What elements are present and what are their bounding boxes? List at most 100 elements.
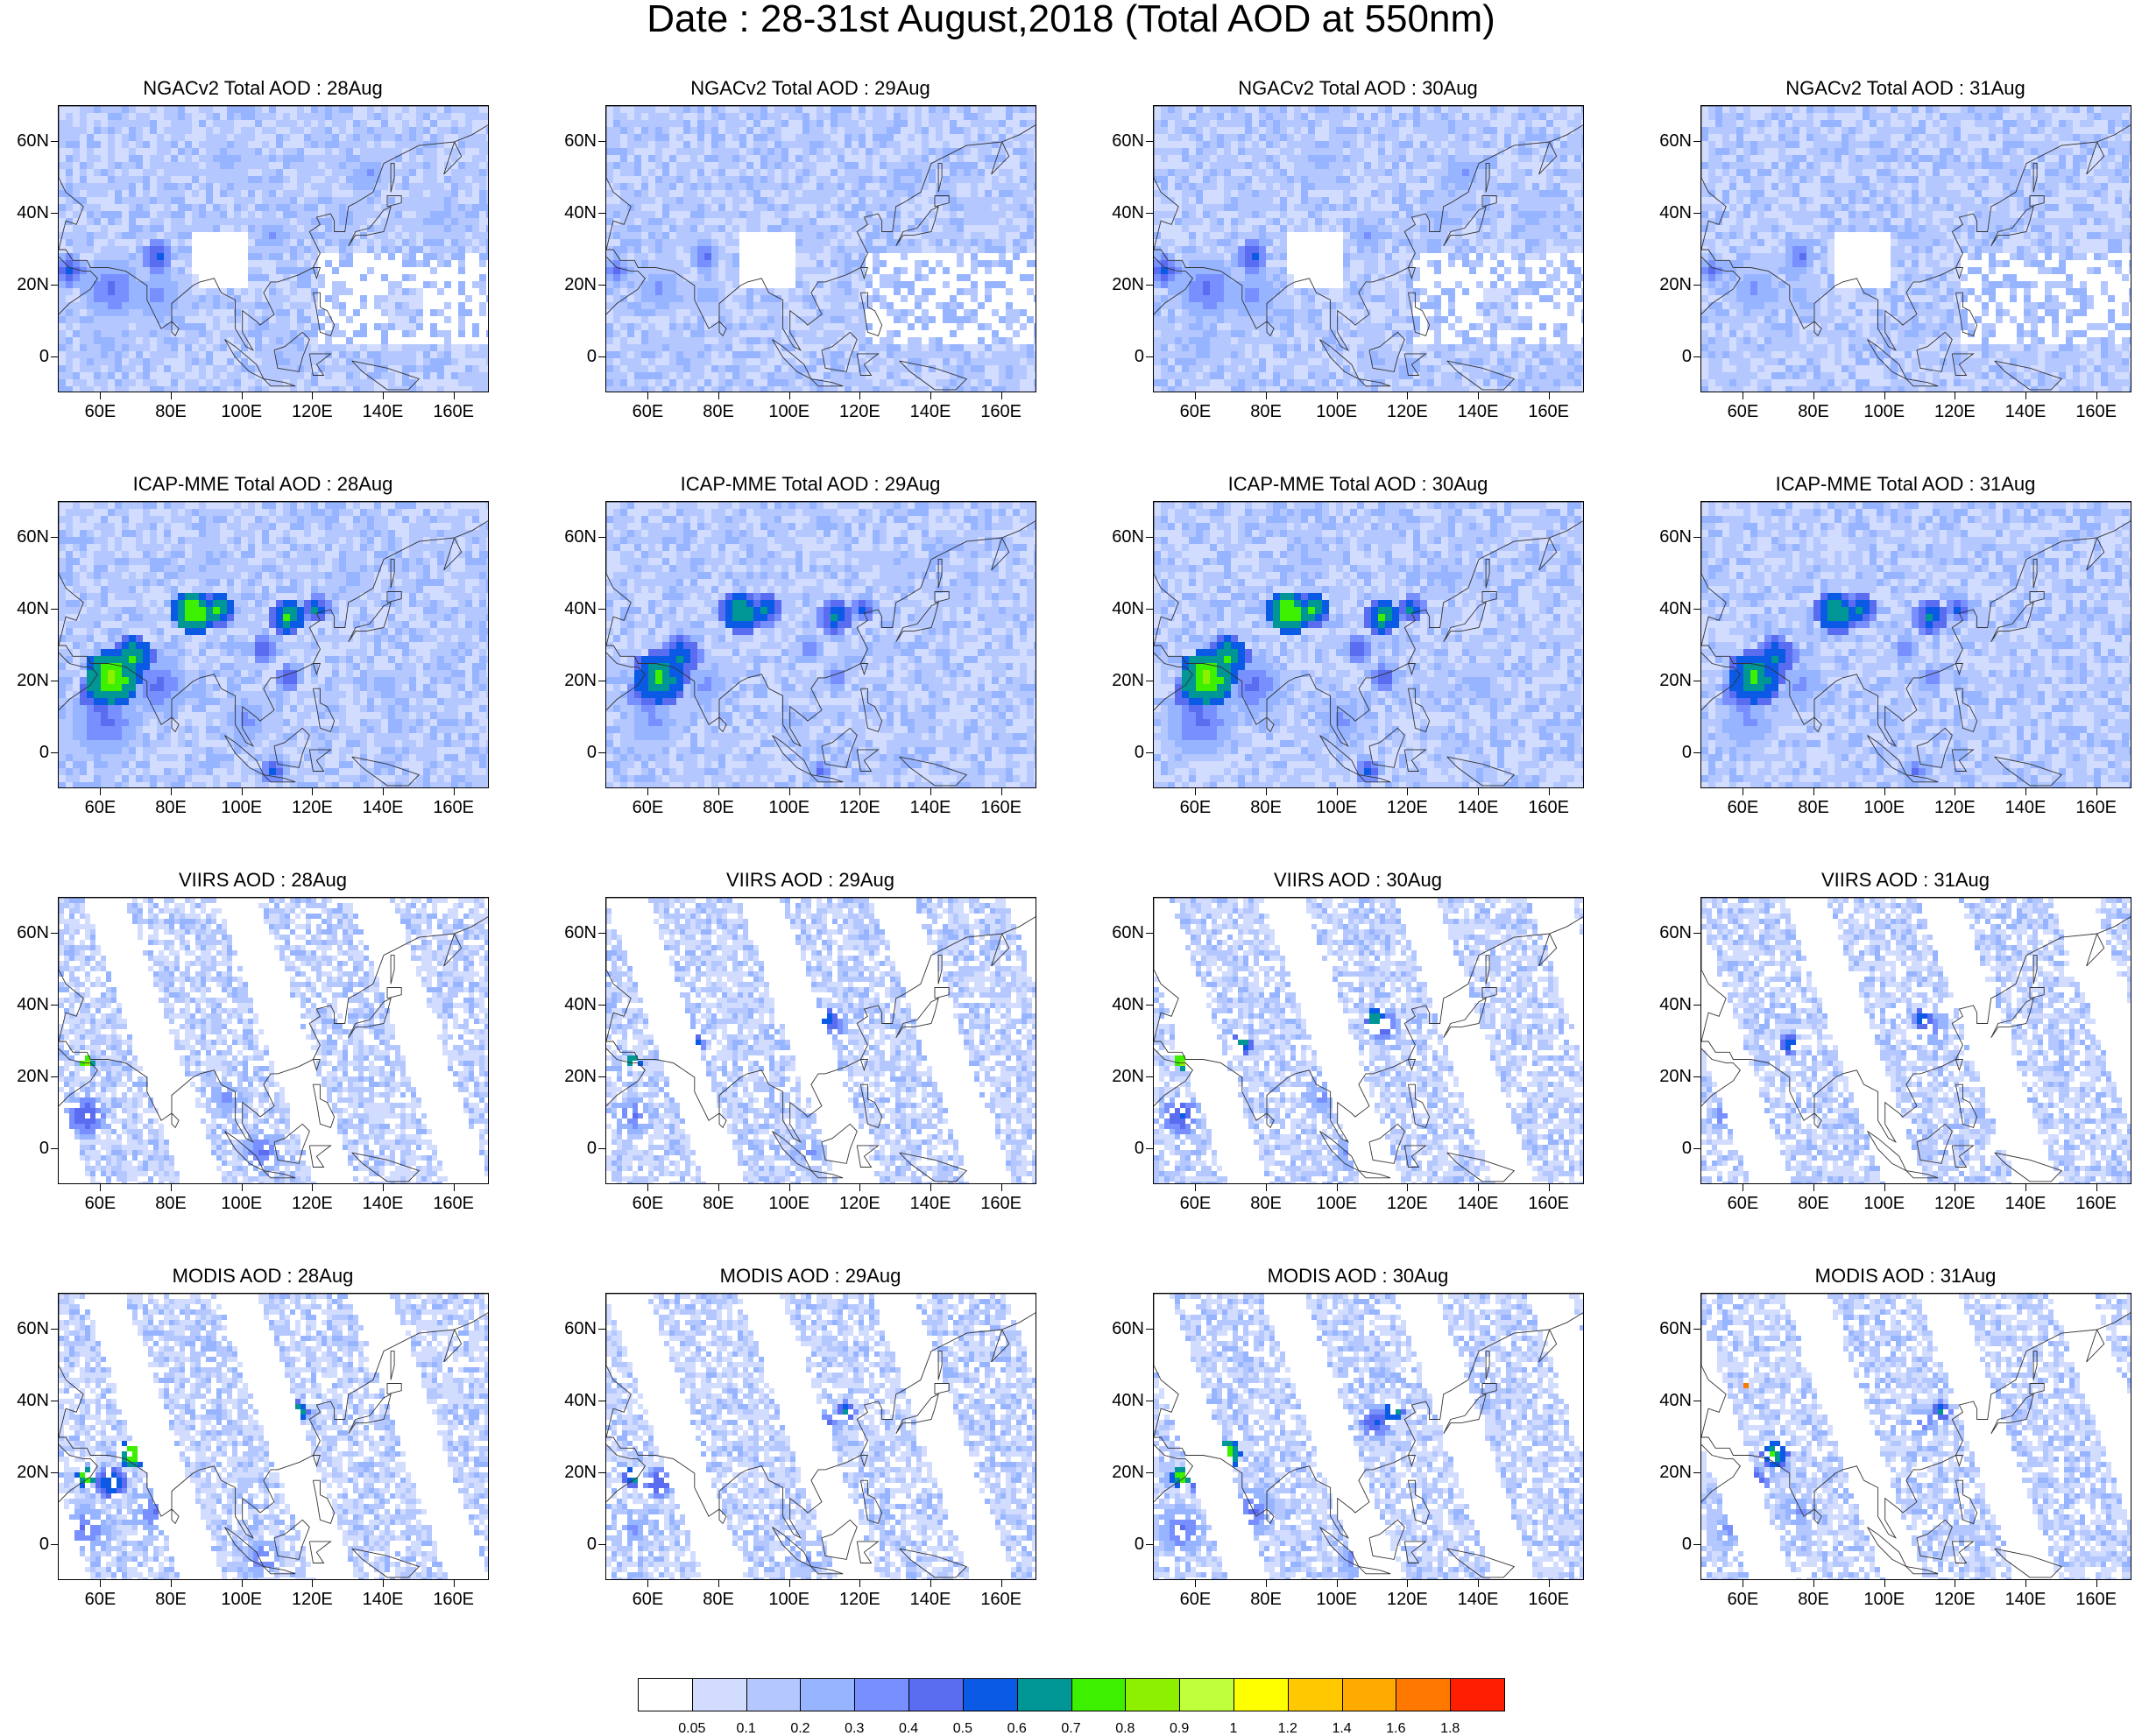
coastline xyxy=(308,1541,332,1563)
aod-cells xyxy=(80,1404,306,1483)
panel-title: VIIRS AOD : 29Aug xyxy=(726,869,894,891)
coastline xyxy=(1701,652,1741,711)
lon-label: 140E xyxy=(909,798,951,817)
aod-cells xyxy=(59,1294,488,1579)
aod-map xyxy=(1153,1293,1584,1580)
lat-label: 20N xyxy=(1112,1067,1144,1086)
colorbar-label: 0.8 xyxy=(1115,1721,1135,1736)
colorbar-label: 0.5 xyxy=(952,1721,972,1736)
coastline xyxy=(386,1383,402,1395)
coastline xyxy=(1368,331,1405,372)
coastline xyxy=(348,601,392,643)
lat-label: 0 xyxy=(586,743,597,762)
lon-label: 80E xyxy=(703,1194,734,1213)
lon-tick xyxy=(171,392,173,399)
coastline xyxy=(171,716,180,733)
lat-tick xyxy=(1693,1329,1700,1330)
lon-tick xyxy=(1336,788,1338,795)
aod-cells xyxy=(1701,1294,2131,1579)
aod-field xyxy=(606,1294,1036,1579)
lat-label: 40N xyxy=(1659,203,1692,222)
aod-cells xyxy=(87,593,325,775)
coastline xyxy=(895,1393,939,1435)
aod-cells xyxy=(648,600,838,691)
lon-label: 60E xyxy=(1179,1590,1212,1609)
lon-tick xyxy=(383,1580,385,1587)
lon-label: 80E xyxy=(1250,1194,1282,1213)
lat-label: 20N xyxy=(1112,671,1144,690)
aod-cells xyxy=(655,670,662,684)
lon-label: 60E xyxy=(84,1194,117,1213)
lat-label: 0 xyxy=(1134,1139,1144,1158)
colorbar-label: 0.2 xyxy=(790,1721,810,1736)
aod-cells xyxy=(1764,1404,1943,1467)
lat-tick xyxy=(1693,933,1700,934)
lat-label: 20N xyxy=(1112,1463,1144,1482)
lon-tick xyxy=(930,392,932,399)
lat-tick xyxy=(1146,933,1153,934)
coastline xyxy=(1446,1152,1516,1182)
coastline xyxy=(856,1145,880,1168)
aod-cells xyxy=(74,1103,269,1155)
coastline xyxy=(1813,1112,1822,1129)
lon-tick xyxy=(312,392,314,399)
coastline xyxy=(1916,331,1953,372)
lat-tick xyxy=(51,752,58,753)
aod-field xyxy=(1154,1294,1583,1579)
coastline xyxy=(934,1383,950,1395)
coastline xyxy=(273,1519,310,1560)
lon-tick xyxy=(859,1184,861,1191)
coastline xyxy=(1407,267,1417,280)
lat-label: 20N xyxy=(17,1463,49,1482)
lat-tick xyxy=(51,1329,58,1330)
coastline xyxy=(1154,1048,1193,1107)
aod-cells xyxy=(606,106,1036,392)
aod-cells xyxy=(59,1294,488,1579)
lat-tick xyxy=(598,1005,605,1006)
coastline xyxy=(810,774,844,783)
aod-cells xyxy=(1154,106,1583,392)
aod-cells xyxy=(1154,502,1583,787)
coastline xyxy=(1358,378,1391,387)
aod-cells xyxy=(59,1294,488,1579)
lat-tick xyxy=(1146,356,1153,357)
lat-label: 20N xyxy=(1659,1463,1692,1482)
coastline xyxy=(810,1566,844,1575)
lon-label: 140E xyxy=(2004,1590,2047,1609)
lon-label: 60E xyxy=(1179,798,1212,817)
coastline xyxy=(390,559,395,589)
aod-map xyxy=(605,501,1036,788)
lat-tick xyxy=(598,933,605,934)
lat-label: 20N xyxy=(1659,275,1692,294)
aod-field xyxy=(1701,898,2131,1183)
lon-label: 80E xyxy=(1250,1590,1282,1609)
lon-tick xyxy=(100,1184,102,1191)
aod-cells xyxy=(1154,1294,1583,1579)
map-panel-icap-mme-2: ICAP-MME Total AOD : 29Aug 60N 40N 20N 0 60E 8… xyxy=(548,473,1073,858)
coastline xyxy=(1403,749,1427,772)
lon-label: 100E xyxy=(221,798,263,817)
panel-title: VIIRS AOD : 31Aug xyxy=(1821,869,1990,891)
lon-tick xyxy=(1884,1580,1885,1587)
coastline xyxy=(1813,716,1822,733)
lat-tick xyxy=(1146,1329,1153,1330)
coastline xyxy=(59,652,98,711)
lon-label: 80E xyxy=(703,1590,734,1609)
lon-tick xyxy=(2096,392,2097,399)
coastline xyxy=(224,1131,265,1172)
aod-field xyxy=(606,898,1036,1183)
aod-cells xyxy=(1701,1294,2131,1579)
lon-label: 160E xyxy=(1528,1590,1570,1609)
lon-label: 80E xyxy=(1250,798,1282,817)
coastline xyxy=(263,378,296,387)
aod-cells xyxy=(606,502,1036,787)
aod-field xyxy=(59,106,488,392)
coastline xyxy=(1481,195,1497,208)
aod-map xyxy=(58,501,489,788)
lat-label: 40N xyxy=(564,995,597,1014)
panel-title: ICAP-MME Total AOD : 30Aug xyxy=(1227,473,1488,495)
colorbar-label: 1.6 xyxy=(1386,1721,1406,1736)
lon-tick xyxy=(312,1580,314,1587)
map-panel-icap-mme-3: ICAP-MME Total AOD : 30Aug 60N 40N 20N 0 60E 8… xyxy=(1095,473,1621,858)
panel-title: MODIS AOD : 30Aug xyxy=(1267,1265,1449,1287)
